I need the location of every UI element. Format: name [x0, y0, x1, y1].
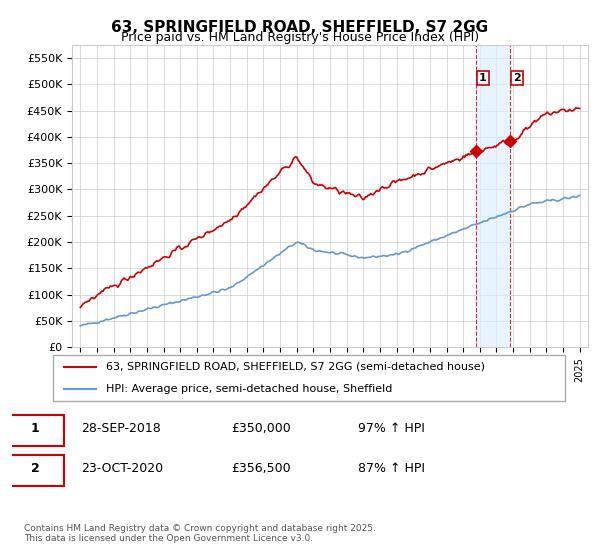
Text: 23-OCT-2020: 23-OCT-2020: [81, 462, 163, 475]
FancyBboxPatch shape: [53, 356, 565, 401]
Text: 63, SPRINGFIELD ROAD, SHEFFIELD, S7 2GG: 63, SPRINGFIELD ROAD, SHEFFIELD, S7 2GG: [112, 20, 488, 35]
Text: 2: 2: [31, 462, 40, 475]
Text: Contains HM Land Registry data © Crown copyright and database right 2025.
This d: Contains HM Land Registry data © Crown c…: [24, 524, 376, 543]
Text: 2: 2: [513, 73, 521, 83]
FancyBboxPatch shape: [6, 416, 64, 446]
Text: £356,500: £356,500: [231, 462, 290, 475]
Text: 1: 1: [479, 73, 487, 83]
Text: 1: 1: [31, 422, 40, 435]
Bar: [476, 45, 510, 347]
FancyBboxPatch shape: [6, 455, 64, 486]
Text: £350,000: £350,000: [231, 422, 290, 435]
Text: 63, SPRINGFIELD ROAD, SHEFFIELD, S7 2GG (semi-detached house): 63, SPRINGFIELD ROAD, SHEFFIELD, S7 2GG …: [106, 362, 485, 372]
Text: 97% ↑ HPI: 97% ↑ HPI: [358, 422, 424, 435]
Text: HPI: Average price, semi-detached house, Sheffield: HPI: Average price, semi-detached house,…: [106, 384, 392, 394]
Text: 87% ↑ HPI: 87% ↑ HPI: [358, 462, 425, 475]
Text: Price paid vs. HM Land Registry's House Price Index (HPI): Price paid vs. HM Land Registry's House …: [121, 31, 479, 44]
Text: 28-SEP-2018: 28-SEP-2018: [81, 422, 161, 435]
